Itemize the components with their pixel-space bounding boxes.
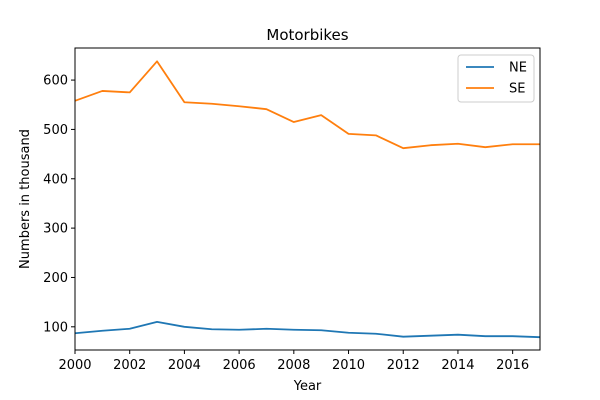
series-layer — [74, 60, 541, 339]
y-axis-label: Numbers in thousand — [18, 129, 33, 269]
x-tick-label: 2012 — [387, 358, 420, 373]
y-tick-label: 100 — [43, 320, 68, 335]
y-tick-label: 600 — [43, 74, 68, 89]
x-tick-label: 2010 — [332, 358, 365, 373]
x-tick-label: 2016 — [496, 358, 529, 373]
legend-label: SE — [509, 82, 525, 97]
plot-area — [74, 47, 541, 351]
y-axis: 100 200 300 400 500 600 — [43, 74, 75, 335]
y-tick-label: 300 — [43, 222, 68, 237]
x-tick-label: 2002 — [113, 358, 146, 373]
x-tick-label: 2008 — [277, 358, 310, 373]
series-line-se — [74, 60, 540, 150]
y-tick-label: 200 — [43, 271, 68, 286]
legend: NE SE — [457, 54, 535, 103]
y-tick-label: 400 — [43, 172, 68, 187]
legend-label: NE — [509, 61, 527, 76]
chart-title: Motorbikes — [266, 26, 348, 44]
x-axis: 2000 2002 2004 2006 2008 2010 2012 2014 2016 — [58, 350, 529, 373]
x-tick-label: 2014 — [441, 358, 474, 373]
x-tick-label: 2000 — [58, 358, 91, 373]
x-tick-label: 2006 — [223, 358, 256, 373]
x-axis-label: Year — [293, 379, 322, 394]
series-line-ne — [74, 320, 541, 339]
y-tick-label: 500 — [43, 123, 68, 138]
x-tick-label: 2004 — [168, 358, 201, 373]
